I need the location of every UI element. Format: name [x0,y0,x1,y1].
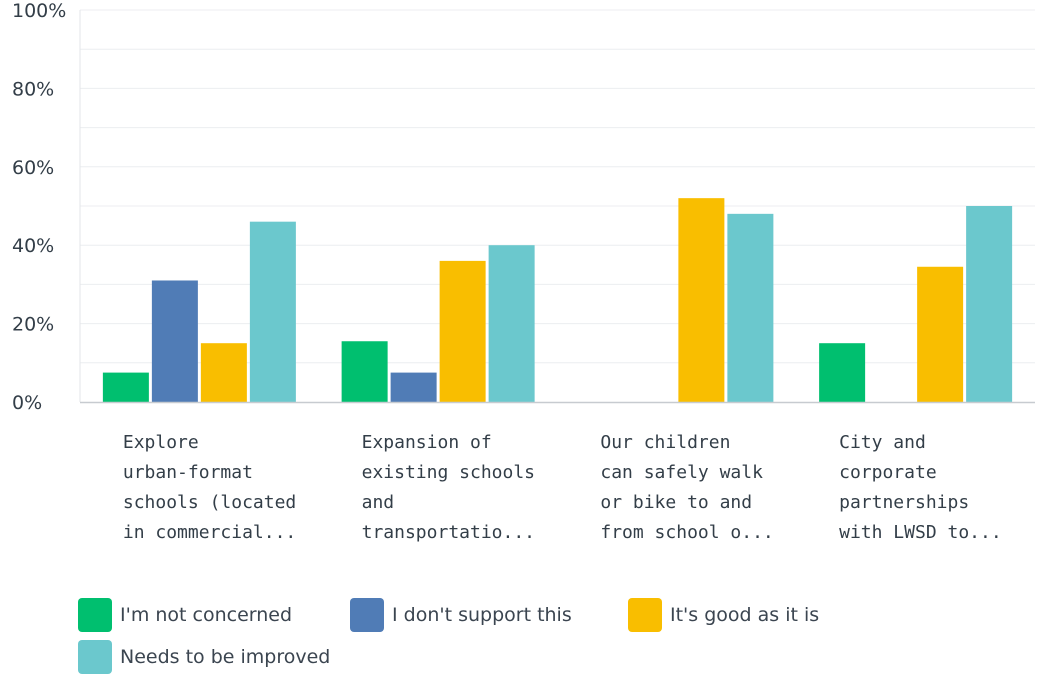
bar [249,221,296,402]
bar [439,260,486,402]
y-tick-label: 80% [12,78,54,100]
legend-label: I don't support this [392,604,572,626]
bar [488,245,535,402]
legend-label: I'm not concerned [120,604,293,626]
bar-chart: 0% 20% 40% 60% 80% 100% Explore urban-format sch… [12,0,1035,543]
legend-swatch [350,598,384,632]
bar [819,343,866,402]
y-tick-label: 60% [12,157,54,179]
legend-item[interactable]: It's good as it is [628,598,819,632]
y-tick-label: 0% [12,392,42,414]
bar [390,372,437,402]
x-tick-label: Our children can safely walk or bike to an… [600,432,773,543]
bar [200,343,247,402]
bar [341,341,388,402]
legend-item[interactable]: I'm not concerned [78,598,292,632]
legend-label: Needs to be improved [120,646,331,668]
bar [102,372,149,402]
bar [678,198,725,402]
legend-swatch [78,598,112,632]
bar [966,206,1013,402]
bar [151,280,198,402]
legend-item[interactable]: I don't support this [350,598,572,632]
bar [727,213,774,402]
y-tick-label: 100% [12,0,66,22]
legend-label: It's good as it is [670,604,820,626]
legend-item[interactable]: Needs to be improved [78,640,330,674]
bar [917,266,964,402]
x-tick-label: Explore urban-format schools (located in co… [123,432,296,543]
y-tick-label: 40% [12,235,54,257]
x-tick-label: City and corporate partnerships with LWSD t… [839,432,1002,543]
legend-swatch [628,598,662,632]
legend-swatch [78,640,112,674]
x-tick-label: Expansion of existing schools and transport… [362,432,535,543]
y-tick-label: 20% [12,314,54,336]
